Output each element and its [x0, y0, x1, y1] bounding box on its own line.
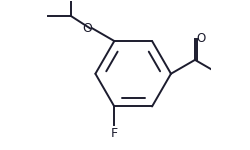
Text: O: O — [82, 22, 92, 35]
Text: O: O — [196, 32, 205, 45]
Text: F: F — [111, 127, 118, 140]
